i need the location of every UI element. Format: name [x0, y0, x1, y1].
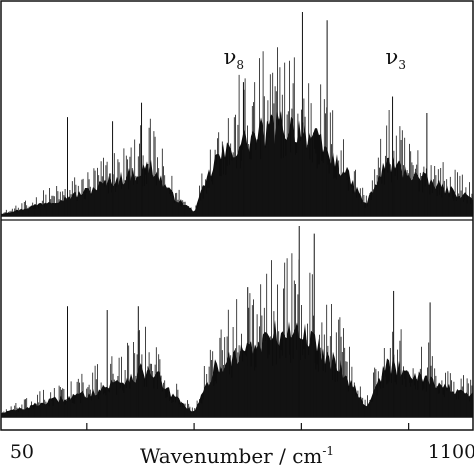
band-annotations: ν8 ν3 [224, 45, 406, 72]
x-axis-title-text: Wavenumber / cm [140, 444, 322, 468]
x-tick-label: 1100 [428, 441, 474, 463]
upper-spectrum [1, 12, 473, 217]
spectral-lines [1, 12, 473, 216]
spectral-line-forest [1, 47, 473, 216]
spectral-lines [1, 226, 473, 417]
lower-spectrum [1, 226, 473, 418]
x-tick-label: 50 [10, 441, 34, 463]
x-axis-title: Wavenumber / cm-1 [140, 444, 334, 468]
spectral-line-forest [1, 253, 473, 417]
band-label-nu8: ν8 [224, 45, 244, 72]
band-label-nu3: ν3 [386, 45, 406, 72]
x-axis-ticks: 50 1100 [10, 423, 474, 463]
x-axis-title-exponent: -1 [322, 444, 334, 458]
